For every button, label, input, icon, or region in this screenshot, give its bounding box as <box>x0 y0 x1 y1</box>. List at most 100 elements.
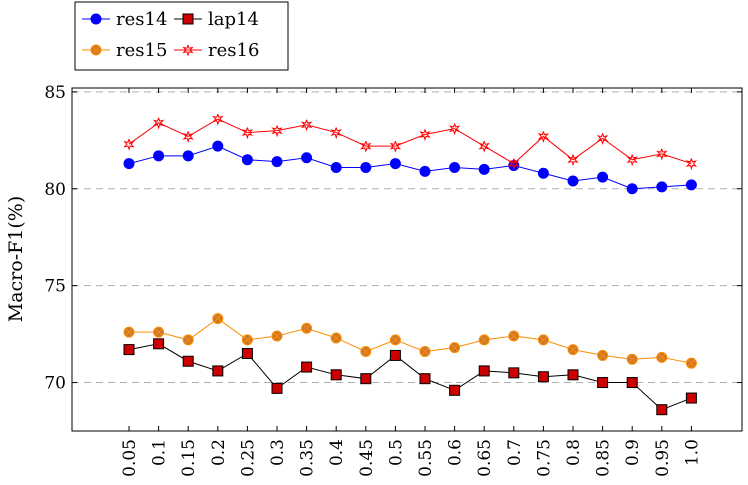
data-point-res15 <box>360 346 372 358</box>
data-point-res14 <box>419 165 431 177</box>
legend-label-res15: res15 <box>116 40 167 61</box>
grid-lines <box>72 91 742 384</box>
data-point-lap14 <box>567 369 579 381</box>
x-tick-label: 0.7 <box>505 439 525 466</box>
x-tick-label: 1.0 <box>682 439 702 466</box>
data-point-res16 <box>537 131 550 144</box>
legend-label-res14: res14 <box>116 9 167 30</box>
legend-item-res14: res14 <box>82 9 167 30</box>
data-point-res16 <box>300 119 313 132</box>
data-point-res15 <box>685 357 697 369</box>
data-point-res15 <box>389 334 401 346</box>
data-point-res15 <box>626 353 638 365</box>
x-tick-label: 0.8 <box>564 439 584 466</box>
data-point-res14 <box>271 156 283 168</box>
series-layer <box>123 113 698 416</box>
x-tick-label: 0.45 <box>357 439 377 477</box>
data-point-res15 <box>241 334 253 346</box>
x-tick-label: 0.85 <box>594 439 614 477</box>
data-point-res16 <box>419 129 431 142</box>
data-point-res15 <box>330 332 342 344</box>
data-point-res14 <box>537 167 549 179</box>
legend-marker-lap14 <box>182 13 194 25</box>
x-tick-label: 0.5 <box>386 439 406 466</box>
x-tick-label: 0.1 <box>150 439 170 466</box>
data-point-res14 <box>330 161 342 173</box>
data-point-lap14 <box>508 367 520 379</box>
data-point-res14 <box>449 161 461 173</box>
data-point-res15 <box>567 344 579 356</box>
x-tick-label: 0.9 <box>623 439 643 466</box>
data-point-res16 <box>685 158 698 171</box>
x-tick-label: 0.4 <box>327 439 347 466</box>
data-point-res14 <box>626 183 638 195</box>
x-tick-label: 0.3 <box>268 439 288 466</box>
data-point-res15 <box>153 326 165 338</box>
data-point-res16 <box>596 133 609 145</box>
series-res15 <box>123 313 697 369</box>
data-point-res16 <box>123 139 135 151</box>
legend-label-lap14: lap14 <box>208 9 259 30</box>
data-point-res14 <box>478 163 490 175</box>
data-point-lap14 <box>597 377 609 389</box>
data-point-res16 <box>360 140 372 153</box>
legend-marker-res16 <box>182 44 194 57</box>
data-point-res15 <box>182 334 194 346</box>
x-axis-ticks: 0.05 0.1 0.15 0.2 0.25 0.3 0.35 0.4 0.45 0.5 0.55 0… <box>120 88 702 477</box>
data-point-lap14 <box>389 349 401 361</box>
data-point-res14 <box>360 161 372 173</box>
data-point-res16 <box>182 131 194 144</box>
data-point-lap14 <box>419 373 431 385</box>
data-point-lap14 <box>685 392 697 404</box>
data-point-lap14 <box>360 373 372 385</box>
data-point-res15 <box>419 346 431 358</box>
data-point-lap14 <box>330 369 342 381</box>
data-point-res14 <box>567 175 579 187</box>
data-point-res14 <box>212 140 224 152</box>
y-tick-label: 85 <box>44 83 66 103</box>
y-axis-label: Macro-F1(%) <box>5 196 27 323</box>
data-point-res15 <box>449 342 461 354</box>
legend-marker-res14 <box>90 13 102 25</box>
data-point-lap14 <box>123 344 135 356</box>
series-line-res14 <box>128 145 692 190</box>
data-point-res16 <box>478 140 490 153</box>
data-point-res14 <box>182 150 194 162</box>
data-point-lap14 <box>449 384 461 396</box>
data-point-res14 <box>597 171 609 183</box>
y-axis-ticks: 70 75 80 85 <box>44 83 742 394</box>
data-point-lap14 <box>153 338 165 350</box>
x-tick-label: 0.15 <box>179 439 199 477</box>
data-point-lap14 <box>537 371 549 383</box>
series-res16 <box>123 113 698 171</box>
plot-frame <box>71 87 743 432</box>
x-tick-label: 0.55 <box>416 439 436 477</box>
data-point-lap14 <box>301 361 313 373</box>
legend-box <box>74 1 289 71</box>
x-tick-label: 0.35 <box>298 439 318 477</box>
x-tick-label: 0.6 <box>446 439 466 466</box>
data-point-res15 <box>123 326 135 338</box>
series-res14 <box>123 140 697 195</box>
data-point-lap14 <box>271 382 283 394</box>
x-tick-label: 0.25 <box>238 439 258 477</box>
data-point-res15 <box>656 351 668 363</box>
data-point-lap14 <box>626 377 638 389</box>
series-line-res16 <box>128 118 692 165</box>
data-point-res16 <box>241 127 254 140</box>
x-tick-label: 0.75 <box>534 439 554 477</box>
data-point-res14 <box>301 152 313 164</box>
data-point-res16 <box>389 140 402 153</box>
legend-label-res16: res16 <box>208 40 259 61</box>
data-point-res15 <box>212 313 224 325</box>
data-point-res14 <box>123 158 135 170</box>
data-point-res16 <box>656 148 668 161</box>
data-point-res16 <box>212 113 224 126</box>
data-point-res14 <box>389 158 401 170</box>
data-point-res15 <box>301 322 313 334</box>
data-point-res15 <box>508 330 520 342</box>
data-point-res16 <box>271 125 283 138</box>
x-tick-label: 0.05 <box>120 439 140 477</box>
y-tick-label: 70 <box>44 374 66 394</box>
